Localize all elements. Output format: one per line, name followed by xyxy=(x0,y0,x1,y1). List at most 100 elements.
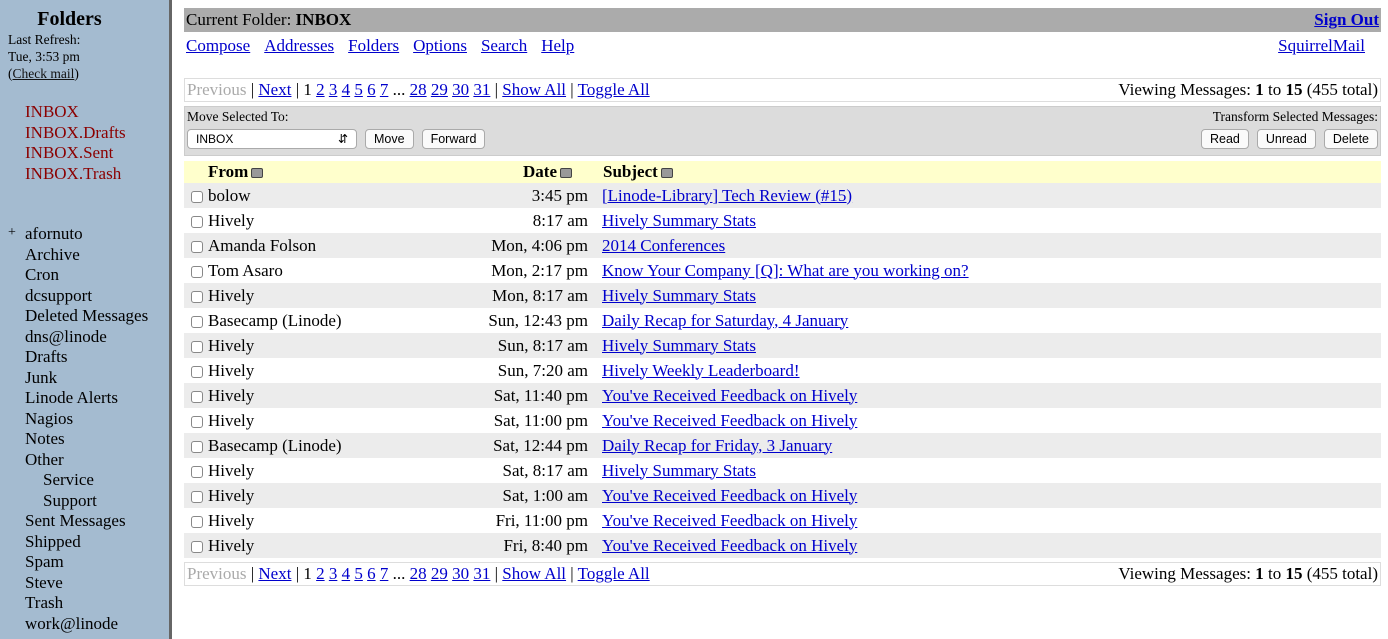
message-row[interactable]: Hively Sat, 11:40 pm You've Received Feedb… xyxy=(184,383,1381,408)
message-subject-link[interactable]: You've Received Feedback on Hively xyxy=(602,510,858,530)
message-row[interactable]: Hively 8:17 am Hively Summary Stats xyxy=(184,208,1381,233)
message-row[interactable]: Hively Fri, 11:00 pm You've Received Feedb… xyxy=(184,508,1381,533)
folder-link[interactable]: Drafts xyxy=(25,347,68,366)
page-link[interactable]: 7 xyxy=(379,564,389,583)
folder-link[interactable]: Shipped xyxy=(25,531,81,551)
message-subject-link[interactable]: Hively Summary Stats xyxy=(602,285,756,305)
folder-link[interactable]: Service xyxy=(43,470,94,489)
folder-link[interactable]: INBOX.Trash xyxy=(25,163,122,183)
page-link[interactable]: 30 xyxy=(452,80,470,99)
folder-link[interactable]: Nagios xyxy=(25,408,74,428)
message-checkbox[interactable] xyxy=(191,340,203,353)
message-subject-link[interactable]: [Linode-Library] Tech Review (#15) xyxy=(602,185,853,205)
folder-link[interactable]: Trash xyxy=(25,593,64,612)
folder-link[interactable]: Support xyxy=(43,490,97,510)
message-checkbox[interactable] xyxy=(191,515,203,528)
folder-link[interactable]: INBOX xyxy=(25,102,79,121)
nav-options[interactable]: Options xyxy=(413,36,467,55)
page-link[interactable]: 31 xyxy=(473,564,491,583)
page-link[interactable]: 28 xyxy=(409,80,427,99)
message-checkbox[interactable] xyxy=(191,415,203,428)
message-row[interactable]: Amanda Folson Mon, 4:06 pm 2014 Conference… xyxy=(184,233,1381,258)
next-link[interactable]: Next xyxy=(258,80,292,99)
folder-link[interactable]: INBOX.Sent xyxy=(25,143,114,162)
page-link[interactable]: 2 xyxy=(316,80,325,99)
folder-link[interactable]: Deleted Messages xyxy=(25,306,149,325)
toggle-all-link[interactable]: Toggle All xyxy=(577,80,650,99)
squirrelmail-link[interactable]: SquirrelMail xyxy=(1278,36,1365,55)
sort-icon[interactable] xyxy=(560,168,572,179)
message-subject-link[interactable]: Know Your Company [Q]: What are you work… xyxy=(602,260,969,280)
folder-link[interactable]: INBOX.Drafts xyxy=(25,122,126,142)
folder-link[interactable]: Sent Messages xyxy=(25,511,126,530)
message-row[interactable]: Hively Sun, 7:20 am Hively Weekly Leaderbo… xyxy=(184,358,1381,383)
nav-compose[interactable]: Compose xyxy=(186,36,251,55)
message-row[interactable]: Tom Asaro Mon, 2:17 pm Know Your Company [… xyxy=(184,258,1381,283)
message-checkbox[interactable] xyxy=(191,540,203,553)
folder-link[interactable]: dcsupport xyxy=(25,285,93,305)
folder-link[interactable]: work@linode xyxy=(25,613,119,633)
message-row[interactable]: Hively Sat, 1:00 am You've Received Feedba… xyxy=(184,483,1381,508)
message-checkbox[interactable] xyxy=(191,440,203,453)
check-mail-link[interactable]: Check mail xyxy=(12,66,75,81)
message-subject-link[interactable]: Hively Summary Stats xyxy=(602,210,756,230)
page-link[interactable]: 4 xyxy=(341,80,351,99)
message-row[interactable]: Hively Sun, 8:17 am Hively Summary Stats xyxy=(184,333,1381,358)
show-all-link[interactable]: Show All xyxy=(502,564,567,583)
nav-folders[interactable]: Folders xyxy=(348,36,400,55)
unread-button[interactable]: Unread xyxy=(1256,129,1316,149)
message-subject-link[interactable]: Daily Recap for Friday, 3 January xyxy=(602,435,833,455)
column-from[interactable]: From xyxy=(208,162,249,181)
folder-link[interactable]: Archive xyxy=(25,244,80,264)
next-link[interactable]: Next xyxy=(258,564,292,583)
message-subject-link[interactable]: Hively Summary Stats xyxy=(602,460,756,480)
page-link[interactable]: 2 xyxy=(316,564,325,583)
message-checkbox[interactable] xyxy=(191,465,203,478)
nav-search[interactable]: Search xyxy=(480,36,528,55)
message-subject-link[interactable]: You've Received Feedback on Hively xyxy=(602,410,858,430)
message-subject-link[interactable]: Hively Weekly Leaderboard! xyxy=(602,360,800,380)
folder-link[interactable]: dns@linode xyxy=(25,326,107,346)
message-checkbox[interactable] xyxy=(191,390,203,403)
folder-link[interactable]: Linode Alerts xyxy=(25,388,119,407)
folder-link[interactable]: afornuto xyxy=(25,224,83,243)
page-link[interactable]: 6 xyxy=(367,80,376,99)
page-link[interactable]: 5 xyxy=(354,80,363,99)
message-checkbox[interactable] xyxy=(191,190,203,203)
folder-link[interactable]: Cron xyxy=(25,265,59,284)
page-link[interactable]: 29 xyxy=(430,80,448,99)
folder-link[interactable]: Steve xyxy=(25,572,63,592)
folder-link[interactable]: Junk xyxy=(25,367,58,387)
message-checkbox[interactable] xyxy=(191,215,203,228)
message-checkbox[interactable] xyxy=(191,240,203,253)
page-link[interactable]: 29 xyxy=(430,564,448,583)
delete-button[interactable]: Delete xyxy=(1323,129,1378,149)
message-checkbox[interactable] xyxy=(191,315,203,328)
page-link[interactable]: 3 xyxy=(328,564,338,583)
message-checkbox[interactable] xyxy=(191,490,203,503)
page-link[interactable]: 5 xyxy=(354,564,363,583)
folder-link[interactable]: Spam xyxy=(25,552,64,571)
message-subject-link[interactable]: You've Received Feedback on Hively xyxy=(602,485,858,505)
read-button[interactable]: Read xyxy=(1200,129,1249,149)
message-row[interactable]: Hively Mon, 8:17 am Hively Summary Stats xyxy=(184,283,1381,308)
sort-icon[interactable] xyxy=(660,168,673,179)
toggle-all-link[interactable]: Toggle All xyxy=(577,564,650,583)
message-row[interactable]: Hively Sat, 11:00 pm You've Received Feedb… xyxy=(184,408,1381,433)
page-link[interactable]: 7 xyxy=(379,80,389,99)
message-subject-link[interactable]: Daily Recap for Saturday, 4 January xyxy=(602,310,849,330)
forward-button[interactable]: Forward xyxy=(421,129,486,149)
message-row[interactable]: Basecamp (Linode) Sun, 12:43 pm Daily Reca… xyxy=(184,308,1381,333)
column-subject[interactable]: Subject xyxy=(603,162,658,181)
message-checkbox[interactable] xyxy=(191,365,203,378)
folder-link[interactable]: Notes xyxy=(25,429,65,448)
expand-folder-icon[interactable]: + xyxy=(8,225,16,240)
show-all-link[interactable]: Show All xyxy=(502,80,567,99)
folder-link[interactable]: Other xyxy=(25,449,64,469)
sign-out-link[interactable]: Sign Out xyxy=(1314,10,1379,29)
message-subject-link[interactable]: 2014 Conferences xyxy=(602,235,726,255)
message-checkbox[interactable] xyxy=(191,290,203,303)
message-subject-link[interactable]: You've Received Feedback on Hively xyxy=(602,535,858,555)
move-button[interactable]: Move xyxy=(365,129,414,149)
message-subject-link[interactable]: You've Received Feedback on Hively xyxy=(602,385,858,405)
